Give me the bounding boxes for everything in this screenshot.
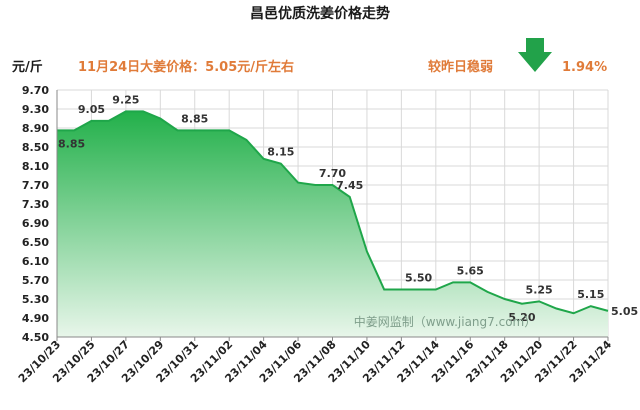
y-tick-label: 6.90: [22, 217, 49, 230]
data-label: 7.45: [336, 179, 363, 192]
y-tick-label: 8.50: [22, 141, 49, 154]
y-tick-label: 4.90: [22, 312, 49, 325]
area-fill: [57, 111, 608, 338]
chart-title: 昌邑优质洗姜价格走势: [250, 5, 390, 22]
watermark: 中姜网监制（www.jiang7.com）: [354, 314, 536, 329]
data-label: 8.85: [181, 112, 208, 125]
y-tick-label: 4.50: [22, 331, 49, 344]
down-arrow-icon: [518, 38, 552, 72]
area-series: [57, 110, 609, 338]
data-label: 7.70: [319, 167, 346, 180]
y-unit-label: 元/斤: [12, 59, 43, 75]
data-label: 8.15: [267, 146, 294, 159]
y-tick-label: 9.70: [22, 84, 49, 97]
data-label: 9.25: [112, 93, 139, 106]
y-tick-labels: 9.70 9.30 8.90 8.50 8.10 7.70 7.30 6.90 6.50 6.10…: [22, 84, 49, 344]
y-tick-label: 6.10: [22, 255, 49, 268]
change-percent: 1.94%: [562, 60, 607, 75]
series-line: [57, 110, 609, 315]
y-tick-label: 5.70: [22, 274, 49, 287]
data-labels: 8.85 9.05 9.25 8.85 8.15 7.707.45 5.50 5.65 5.20…: [58, 93, 638, 323]
y-tick-label: 5.30: [22, 293, 49, 306]
data-label: 5.20: [508, 311, 535, 324]
y-tick-label: 7.70: [22, 179, 49, 192]
x-tick-labels: 23/10/2323/10/2523/10/2723/10/2923/10/31…: [16, 337, 614, 385]
data-label: 5.65: [457, 264, 484, 277]
data-label: 5.15: [577, 288, 604, 301]
data-label: 9.05: [78, 103, 105, 116]
y-tick-label: 8.10: [22, 160, 49, 173]
y-tick-label: 9.30: [22, 103, 49, 116]
price-note: 11月24日大姜价格：5.05元/斤左右: [78, 59, 294, 75]
y-tick-label: 6.50: [22, 236, 49, 249]
data-label: 5.05: [611, 305, 638, 318]
data-label: 8.85: [58, 137, 85, 150]
compare-note: 较昨日稳弱: [428, 59, 493, 75]
data-label: 5.25: [526, 283, 553, 296]
y-tick-label: 7.30: [22, 198, 49, 211]
y-tick-label: 8.90: [22, 122, 49, 135]
data-label: 5.50: [405, 272, 432, 285]
